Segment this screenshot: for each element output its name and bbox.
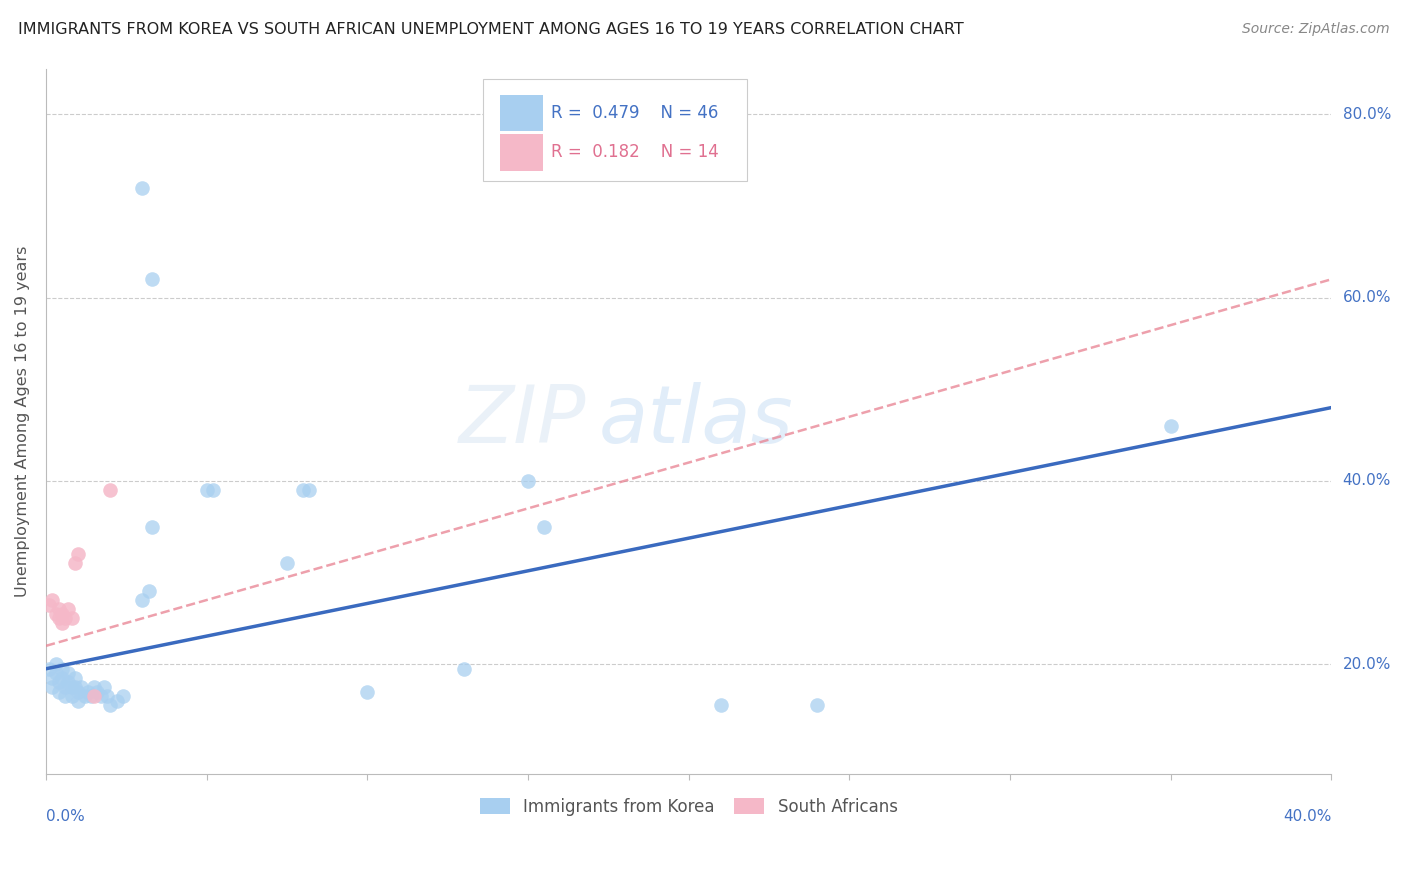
Point (131, 593, 153, 607)
Text: Source: ZipAtlas.com: Source: ZipAtlas.com (1241, 22, 1389, 37)
Point (67, 547, 90, 561)
Point (76, 684, 98, 698)
Point (45, 657, 67, 672)
Text: 40.0%: 40.0% (1343, 474, 1391, 489)
Point (51, 615, 73, 630)
Point (63, 671, 86, 685)
Point (298, 483, 321, 497)
Point (45, 607, 67, 621)
Point (710, 698, 733, 713)
Point (58, 666, 80, 681)
Point (141, 272, 163, 286)
Point (292, 483, 315, 497)
Text: 0.0%: 0.0% (46, 809, 84, 824)
Point (38, 598, 60, 612)
Legend: Immigrants from Korea, South Africans: Immigrants from Korea, South Africans (472, 791, 904, 822)
Text: ZIP: ZIP (458, 383, 586, 460)
Point (58, 602, 80, 616)
Point (806, 698, 828, 713)
Point (45, 666, 67, 681)
Text: 40.0%: 40.0% (1284, 809, 1331, 824)
Point (67, 684, 90, 698)
Point (105, 694, 128, 708)
Point (38, 662, 60, 676)
Point (112, 690, 135, 704)
Point (51, 607, 73, 621)
Point (48, 684, 70, 698)
Point (51, 671, 73, 685)
Text: 20.0%: 20.0% (1343, 657, 1391, 672)
Point (73, 690, 96, 704)
Point (86, 684, 108, 698)
Point (51, 662, 73, 676)
Point (83, 680, 105, 694)
Point (356, 684, 378, 698)
Point (83, 690, 105, 704)
Point (276, 557, 298, 571)
Text: atlas: atlas (599, 383, 793, 460)
Point (60, 690, 83, 704)
Point (63, 557, 86, 571)
Point (60, 680, 83, 694)
Point (41, 671, 63, 685)
Point (53, 680, 76, 694)
FancyBboxPatch shape (499, 134, 544, 171)
Point (48, 675, 70, 690)
Text: R =  0.182    N = 14: R = 0.182 N = 14 (551, 144, 718, 161)
Point (41, 593, 63, 607)
Point (195, 483, 218, 497)
Point (63, 680, 86, 694)
Point (141, 519, 163, 533)
Point (533, 519, 555, 533)
Point (60, 611, 83, 625)
Point (90, 690, 112, 704)
Point (48, 602, 70, 616)
Point (53, 690, 76, 704)
Point (98, 698, 121, 713)
Text: 60.0%: 60.0% (1343, 290, 1391, 305)
Y-axis label: Unemployment Among Ages 16 to 19 years: Unemployment Among Ages 16 to 19 years (15, 245, 30, 597)
Point (517, 474, 540, 488)
Point (53, 611, 76, 625)
Point (67, 694, 90, 708)
FancyBboxPatch shape (499, 95, 544, 131)
Point (98, 483, 121, 497)
Text: R =  0.479    N = 46: R = 0.479 N = 46 (551, 104, 718, 122)
Point (80, 690, 103, 704)
Point (93, 680, 115, 694)
Point (48, 611, 70, 625)
Point (1160, 418, 1182, 433)
Text: 80.0%: 80.0% (1343, 107, 1391, 122)
Point (453, 662, 475, 676)
Point (138, 583, 160, 598)
Point (96, 690, 118, 704)
Point (58, 675, 80, 690)
Point (202, 483, 225, 497)
Point (41, 680, 63, 694)
Point (70, 680, 93, 694)
FancyBboxPatch shape (484, 79, 747, 181)
Text: IMMIGRANTS FROM KOREA VS SOUTH AFRICAN UNEMPLOYMENT AMONG AGES 16 TO 19 YEARS CO: IMMIGRANTS FROM KOREA VS SOUTH AFRICAN U… (18, 22, 965, 37)
Point (131, 180, 153, 194)
